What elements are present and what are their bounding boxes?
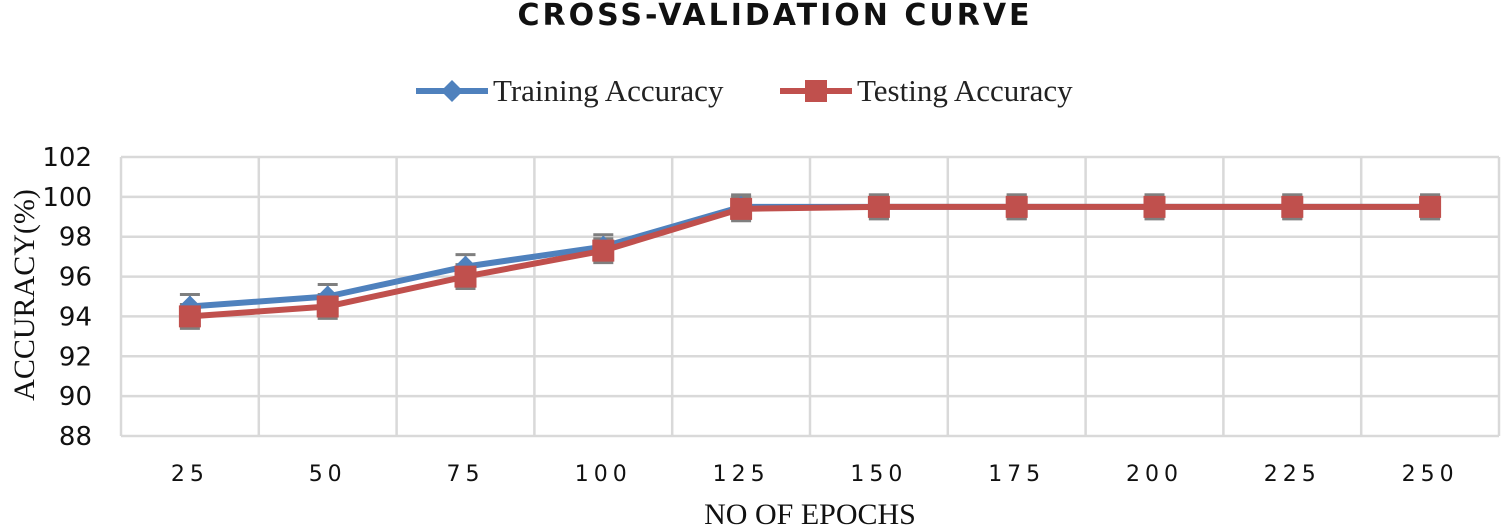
- data-point-1-4: [730, 197, 753, 220]
- y-tick-98: 98: [59, 223, 92, 253]
- y-axis-label: ACCURACY(%): [8, 189, 41, 401]
- legend-item-training[interactable]: Training Accuracy: [416, 73, 724, 108]
- x-tick-100: 100: [575, 462, 632, 487]
- x-tick-225: 225: [1264, 462, 1321, 487]
- data-point-1-5: [867, 195, 890, 218]
- x-tick-150: 150: [850, 462, 907, 487]
- data-point-1-7: [1143, 195, 1166, 218]
- data-point-1-6: [1005, 195, 1028, 218]
- y-tick-96: 96: [59, 263, 92, 293]
- data-point-1-8: [1281, 195, 1304, 218]
- y-tick-92: 92: [59, 342, 92, 372]
- x-tick-50: 50: [309, 462, 347, 487]
- x-axis-label: NO OF EPOCHS: [704, 498, 916, 527]
- y-tick-102: 102: [42, 143, 92, 173]
- x-tick-labels: 25 50 75 100 125 150 175 200 225 250: [171, 462, 1459, 487]
- data-point-1-0: [178, 305, 201, 328]
- legend-item-testing[interactable]: Testing Accuracy: [780, 73, 1073, 108]
- legend-testing-label: Testing Accuracy: [857, 73, 1073, 108]
- x-tick-125: 125: [713, 462, 770, 487]
- y-tick-100: 100: [42, 183, 92, 213]
- data-point-1-2: [454, 265, 477, 288]
- x-tick-25: 25: [171, 462, 209, 487]
- data-point-1-1: [316, 295, 339, 318]
- x-tick-75: 75: [447, 462, 485, 487]
- y-tick-88: 88: [59, 422, 92, 452]
- chart-title: CROSS-VALIDATION CURVE: [517, 0, 1032, 33]
- series-lines: [178, 195, 1442, 328]
- x-tick-250: 250: [1402, 462, 1459, 487]
- legend-testing-marker: [805, 80, 827, 102]
- legend-training-marker: [441, 80, 463, 102]
- series-1: [178, 195, 1442, 328]
- legend: Training Accuracy Testing Accuracy: [416, 73, 1073, 108]
- y-tick-labels: 102 100 98 96 94 92 90 88: [42, 143, 92, 452]
- data-point-1-3: [592, 239, 615, 262]
- series-line-1: [189, 203, 1431, 320]
- legend-training-label: Training Accuracy: [493, 73, 724, 108]
- y-tick-94: 94: [59, 302, 92, 332]
- y-tick-90: 90: [59, 382, 92, 412]
- x-tick-175: 175: [988, 462, 1045, 487]
- data-point-1-9: [1419, 195, 1442, 218]
- gridlines: [119, 155, 1501, 438]
- x-tick-200: 200: [1126, 462, 1183, 487]
